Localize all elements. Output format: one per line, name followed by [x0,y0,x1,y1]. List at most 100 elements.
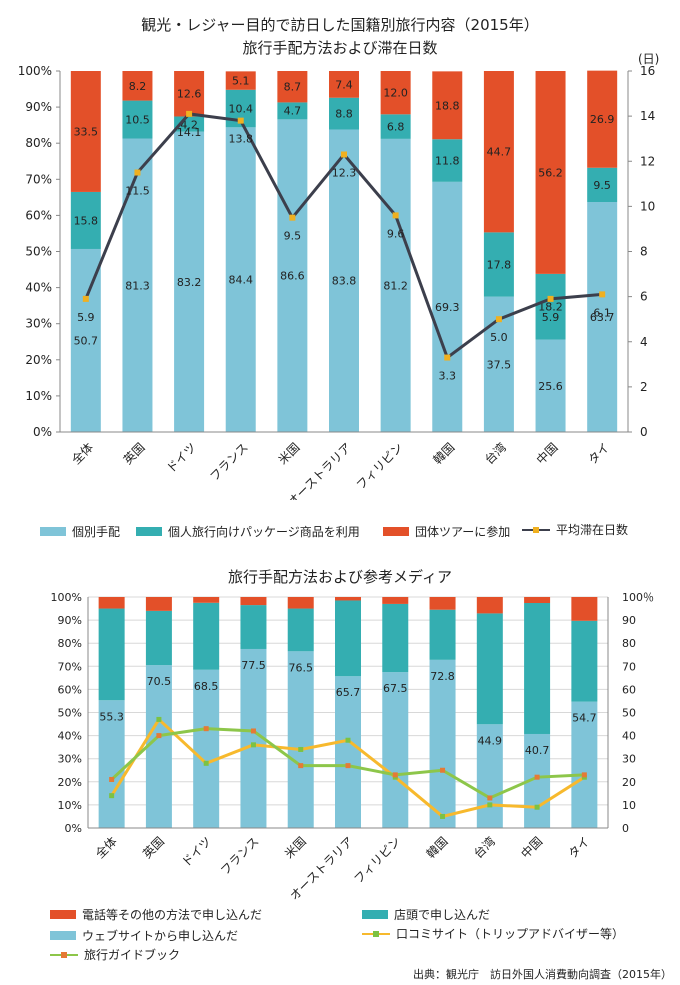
y-tick-label: 90% [25,100,52,114]
data-label: 25.6 [538,380,563,393]
kuchikomi-point [345,737,351,743]
data-label: 54.7 [572,712,597,725]
bar-segment [429,659,456,828]
bar-segment [287,597,314,609]
legend-group: 団体ツアーに参加 [383,523,510,540]
y-tick-label: 90% [58,614,82,627]
legend-line-swatch [50,949,78,961]
x-tick-label: ドイツ [179,834,214,869]
y-tick-label: 20% [25,353,52,367]
bar-segment [524,603,551,734]
y2-tick-label: 20 [622,776,636,789]
data-label: 4.7 [284,104,302,117]
y-tick-label: 20% [58,776,82,789]
data-label: 76.5 [288,661,313,674]
x-tick-label: タイ [585,440,612,467]
bar-segment [429,597,456,610]
bar-segment [277,102,308,120]
bar-segment [571,620,598,702]
bar-segment [70,248,101,432]
y-tick-label: 30% [58,753,82,766]
data-label: 15.8 [74,214,99,227]
kuchikomi-point [487,802,493,808]
y2-tick-label: 0 [640,425,648,439]
avg-days-label: 12.3 [332,166,357,179]
bar-segment [193,602,220,670]
bar-segment [122,71,153,101]
bar-segment [432,181,463,432]
y2-tick-label: 10 [640,199,655,213]
avg-days-point [495,316,502,323]
x-tick-label: 台湾 [481,440,509,468]
data-label: 5.1 [232,75,250,88]
guidebook-point [156,733,162,739]
guidebook-point [392,772,398,778]
bar-segment [98,608,125,701]
bar-segment [277,71,308,103]
data-label: 9.5 [593,179,611,192]
data-label: 70.5 [147,675,172,688]
legend-label: 旅行ガイドブック [84,948,181,962]
bar-segment [287,651,314,828]
data-label: 77.5 [241,659,266,672]
y-tick-label: 100% [18,64,52,78]
y-tick-label: 40% [25,281,52,295]
data-label: 8.8 [335,108,353,121]
legend-label: 個別手配 [72,525,121,539]
data-label: 68.5 [194,680,219,693]
guidebook-point [345,763,351,769]
avg-days-point [341,151,347,158]
chart-title: 観光・レジャー目的で訪日した国籍別旅行内容（2015年） [141,16,539,34]
kuchikomi-point [440,813,446,819]
legend-phone: 電話等その他の方法で申し込んだ [50,906,262,923]
bar-segment [329,129,359,432]
data-label: 44.7 [487,146,512,159]
x-tick-label: 台湾 [470,834,498,862]
data-label: 83.8 [332,275,357,288]
y-tick-label: 50% [25,245,52,259]
avg-days-point [444,354,451,361]
x-tick-label: ドイツ [164,440,199,475]
avg-days-label: 13.8 [228,133,253,146]
bar-segment [98,700,125,828]
stay-days-chart: 50.7 15.8 33.5 全体 81.3 10.5 8.2 英国 83.2 4.2 12.6 ドイ… [18,52,660,500]
avg-days-point [392,212,399,219]
legend-swatch [383,527,409,536]
avg-days-point [237,117,244,124]
y2-tick-label: 30 [622,753,636,766]
x-tick-label: 米国 [282,834,309,861]
x-tick-label: 中国 [518,834,546,862]
data-label: 72.8 [430,670,455,683]
y-tick-label: 50% [58,707,82,720]
x-tick-label: タイ [566,834,593,861]
bar-segment [587,202,618,432]
avg-days-label: 6.1 [593,306,611,319]
avg-days-label: 9.5 [284,230,302,243]
x-tick-label: フィリピン [354,440,406,492]
legend-swatch [362,910,388,919]
guidebook-point [298,763,304,769]
avg-days-point [134,169,141,176]
guidebook-point [250,728,256,734]
kuchikomi-point [109,793,115,799]
data-label: 69.3 [435,301,460,314]
bar-segment [380,138,411,433]
legend-website: ウェブサイトから申し込んだ [50,927,238,944]
guidebook-point [440,767,446,773]
guidebook-point [534,774,540,780]
bar-segment [287,608,314,652]
data-label: 10.4 [228,103,253,116]
legend-line-swatch [362,928,390,940]
avg-days-label: 5.9 [77,311,95,324]
data-label: 56.2 [538,166,563,179]
y-tick-label: 10% [25,389,52,403]
data-label: 37.5 [487,358,512,371]
data-label: 83.2 [177,276,202,289]
legend-swatch [136,527,162,536]
bar-segment [145,610,172,666]
y2-tick-label: 100％ [622,591,654,604]
data-label: 12.6 [177,88,202,101]
bar-segment [122,100,153,139]
bar-segment [432,71,463,140]
